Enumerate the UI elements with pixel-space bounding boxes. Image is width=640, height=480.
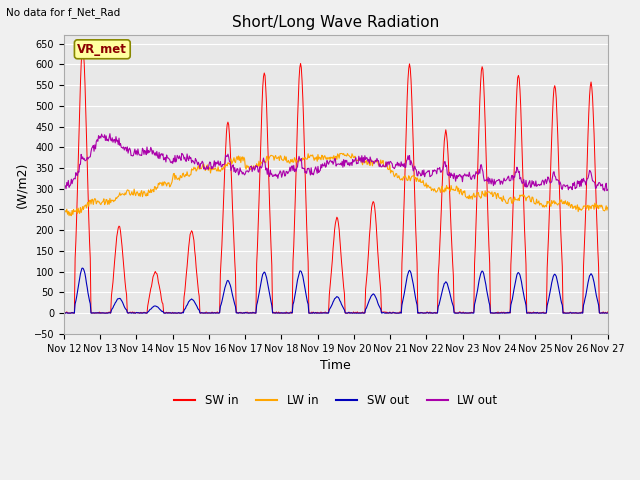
SW out: [127, 310, 134, 316]
LW in: [403, 178, 411, 183]
SW out: [211, 310, 218, 315]
SW in: [182, 279, 189, 285]
LW out: [70, 176, 77, 182]
Text: No data for f_Net_Rad: No data for f_Net_Rad: [6, 7, 121, 18]
LW in: [604, 204, 612, 210]
Line: SW out: SW out: [64, 268, 608, 313]
SW in: [127, 309, 134, 315]
LW out: [403, 158, 410, 164]
SW in: [79, 46, 86, 51]
LW in: [211, 167, 218, 172]
SW out: [403, 278, 410, 284]
SW out: [79, 265, 86, 271]
Text: VR_met: VR_met: [77, 43, 127, 56]
Line: LW in: LW in: [64, 154, 608, 216]
LW out: [419, 168, 426, 173]
Y-axis label: (W/m2): (W/m2): [15, 161, 28, 208]
LW in: [419, 178, 427, 183]
SW in: [403, 118, 410, 124]
X-axis label: Time: Time: [321, 359, 351, 372]
Line: LW out: LW out: [64, 133, 608, 191]
Title: Short/Long Wave Radiation: Short/Long Wave Radiation: [232, 15, 439, 30]
SW in: [604, 309, 612, 315]
SW in: [70, 310, 77, 316]
LW out: [601, 188, 609, 194]
Line: SW in: SW in: [64, 48, 608, 313]
LW out: [106, 131, 114, 136]
LW out: [60, 184, 68, 190]
LW out: [604, 187, 612, 192]
SW out: [60, 310, 68, 316]
Legend: SW in, LW in, SW out, LW out: SW in, LW in, SW out, LW out: [170, 389, 502, 411]
SW out: [182, 305, 189, 311]
SW out: [604, 310, 612, 316]
SW in: [211, 310, 218, 316]
SW in: [60, 310, 68, 316]
LW out: [211, 158, 218, 164]
LW in: [60, 206, 68, 212]
LW out: [182, 158, 189, 164]
SW out: [419, 310, 426, 316]
LW in: [127, 192, 134, 198]
LW out: [127, 147, 134, 153]
LW in: [336, 151, 344, 156]
LW in: [67, 213, 75, 218]
SW in: [419, 310, 426, 315]
LW in: [70, 209, 78, 215]
LW in: [182, 172, 189, 178]
SW out: [70, 310, 77, 316]
